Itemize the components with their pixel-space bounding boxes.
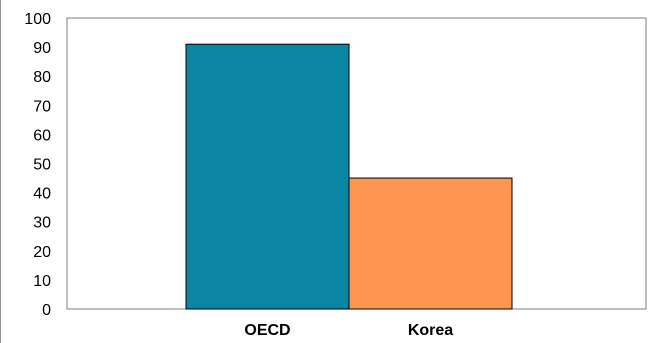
x-category-label: Korea xyxy=(408,322,453,339)
bar-oecd xyxy=(185,43,350,310)
y-tick-label: 90 xyxy=(33,40,51,57)
y-tick-label: 100 xyxy=(24,11,51,28)
y-tick-label: 20 xyxy=(33,244,51,261)
y-tick-label: 50 xyxy=(33,157,51,174)
y-tick-label: 60 xyxy=(33,127,51,144)
x-category-label: OECD xyxy=(244,322,290,339)
x-axis-labels: OECD Korea xyxy=(244,322,453,339)
y-tick-label: 30 xyxy=(33,215,51,232)
y-tick-label: 0 xyxy=(42,302,51,319)
y-tick-label: 70 xyxy=(33,98,51,115)
bar-korea xyxy=(348,177,513,310)
y-tick-label: 10 xyxy=(33,273,51,290)
y-tick-label: 80 xyxy=(33,69,51,86)
bars xyxy=(185,43,513,310)
y-axis-ticks: 0 10 20 30 40 50 60 70 80 90 100 xyxy=(24,11,51,319)
y-tick-label: 40 xyxy=(33,186,51,203)
